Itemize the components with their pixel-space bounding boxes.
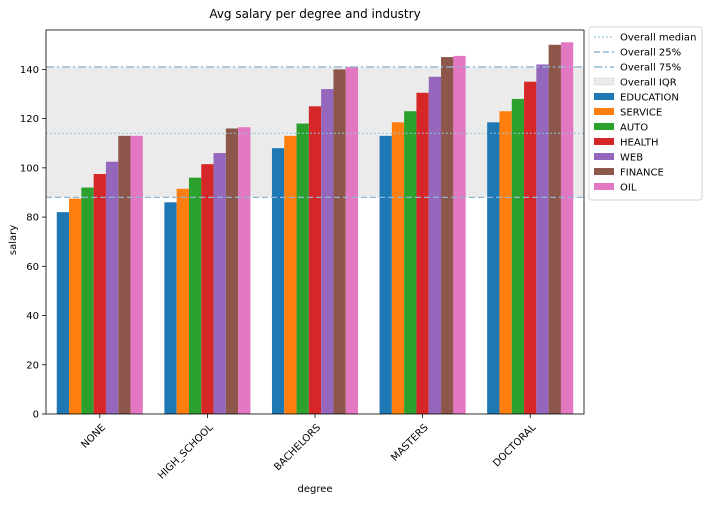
bar-oil-masters xyxy=(453,55,466,414)
bar-auto-masters xyxy=(404,111,417,414)
bar-web-masters xyxy=(428,76,442,415)
legend-swatch-health xyxy=(594,138,614,145)
legend-label-auto: AUTO xyxy=(620,123,648,134)
bar-education-bachelors xyxy=(271,148,285,414)
legend-label-education: EDUCATION xyxy=(620,93,679,104)
legend: Overall median Overall 25% Overall 75% Over… xyxy=(588,26,703,201)
legend-label-service: SERVICE xyxy=(620,108,662,119)
bar-health-none xyxy=(93,174,106,414)
y-tick-label: 80 xyxy=(26,213,39,224)
bar-health-high_school xyxy=(201,164,214,414)
bar-education-high_school xyxy=(164,202,177,414)
bar-finance-none xyxy=(118,135,131,414)
bar-education-masters xyxy=(379,135,392,414)
bar-service-bachelors xyxy=(284,135,297,414)
legend-swatch-web xyxy=(594,153,614,160)
bar-service-none xyxy=(69,198,82,414)
legend-swatch-overall-iqr xyxy=(593,77,615,86)
legend-label-health: HEALTH xyxy=(620,138,659,149)
bar-oil-high_school xyxy=(238,127,251,414)
bar-service-doctoral xyxy=(499,111,512,414)
y-tick-label: 40 xyxy=(26,311,39,322)
bar-auto-high_school xyxy=(188,177,202,414)
y-tick-label: 140 xyxy=(20,65,39,76)
legend-label-overall-75-: Overall 75% xyxy=(620,63,681,74)
legend-swatch-finance xyxy=(594,168,614,175)
bar-web-doctoral xyxy=(536,64,549,415)
bar-education-none xyxy=(56,212,70,414)
bar-auto-none xyxy=(81,187,94,414)
y-axis-label: salary xyxy=(8,225,19,255)
bar-web-high_school xyxy=(213,153,226,414)
bar-health-bachelors xyxy=(308,106,322,414)
legend-label-web: WEB xyxy=(620,153,643,164)
bar-finance-bachelors xyxy=(333,69,346,414)
bar-service-high_school xyxy=(176,188,189,414)
bar-oil-doctoral xyxy=(560,42,574,415)
legend-box xyxy=(588,26,703,201)
legend-label-finance: FINANCE xyxy=(620,168,664,179)
legend-label-overall-median: Overall median xyxy=(620,33,696,44)
bar-auto-doctoral xyxy=(511,98,525,415)
y-tick-label: 60 xyxy=(26,262,39,273)
legend-swatch-auto xyxy=(594,123,614,130)
legend-label-overall-iqr: Overall IQR xyxy=(620,78,677,89)
bar-finance-high_school xyxy=(225,128,239,414)
legend-label-oil: OIL xyxy=(620,183,637,194)
bar-oil-none xyxy=(130,135,143,414)
bar-finance-doctoral xyxy=(548,44,561,415)
bar-education-doctoral xyxy=(487,122,500,414)
bar-service-masters xyxy=(391,122,405,414)
y-tick-label: 120 xyxy=(20,114,39,125)
legend-swatch-service xyxy=(594,108,614,115)
legend-label-overall-25-: Overall 25% xyxy=(620,48,681,59)
y-tick-label: 20 xyxy=(26,360,39,371)
bar-health-masters xyxy=(416,92,429,415)
legend-swatch-education xyxy=(594,93,614,100)
bar-web-bachelors xyxy=(321,89,334,414)
bar-health-doctoral xyxy=(524,81,537,414)
bar-finance-masters xyxy=(441,57,454,414)
x-axis-label: degree xyxy=(297,484,332,495)
y-tick-label: 100 xyxy=(20,163,39,174)
chart-title: Avg salary per degree and industry xyxy=(209,7,420,21)
y-tick-label: 0 xyxy=(33,410,39,421)
bar-oil-bachelors xyxy=(345,66,359,415)
bar-web-none xyxy=(105,161,119,414)
legend-swatch-oil xyxy=(594,183,614,190)
bar-auto-bachelors xyxy=(296,123,309,414)
